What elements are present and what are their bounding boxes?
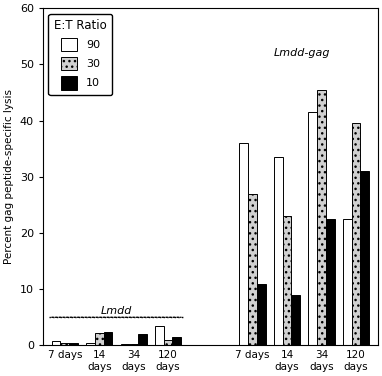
Bar — [308, 112, 317, 346]
Bar — [120, 344, 129, 346]
Bar — [104, 332, 112, 346]
Bar — [129, 344, 138, 346]
Bar — [69, 343, 78, 346]
Bar — [95, 333, 104, 346]
Bar — [86, 343, 95, 346]
Bar — [240, 143, 248, 346]
Bar — [343, 219, 351, 346]
Legend: 90, 30, 10: 90, 30, 10 — [49, 14, 112, 95]
Bar — [248, 194, 257, 346]
Bar — [283, 216, 291, 346]
Bar — [291, 295, 300, 346]
Bar — [60, 343, 69, 346]
Y-axis label: Percent gag peptide-specific lysis: Percent gag peptide-specific lysis — [4, 89, 14, 264]
Text: Lmdd-gag: Lmdd-gag — [274, 48, 330, 58]
Bar — [52, 341, 60, 346]
Bar — [155, 326, 164, 346]
Bar — [360, 171, 369, 346]
Bar — [317, 89, 326, 346]
Bar — [326, 219, 335, 346]
Bar — [164, 340, 173, 346]
Bar — [257, 284, 266, 346]
Bar — [138, 334, 147, 346]
Bar — [351, 123, 360, 346]
Text: Lmdd: Lmdd — [101, 306, 132, 316]
Bar — [274, 157, 283, 346]
Bar — [173, 337, 181, 346]
